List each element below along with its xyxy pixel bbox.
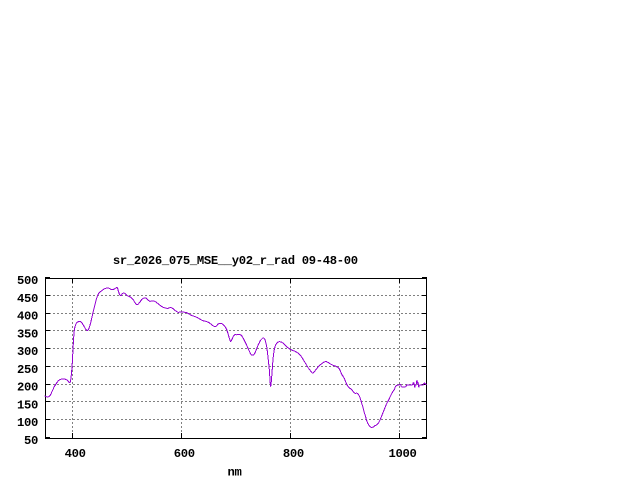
svg-text:150: 150: [17, 398, 38, 412]
svg-text:100: 100: [17, 416, 38, 430]
svg-text:sr_2026_075_MSE__y02_r_rad 09-: sr_2026_075_MSE__y02_r_rad 09-48-00: [113, 254, 358, 268]
svg-text:350: 350: [17, 327, 38, 341]
svg-text:nm: nm: [228, 466, 242, 480]
svg-text:450: 450: [17, 292, 38, 306]
svg-text:600: 600: [174, 447, 195, 461]
svg-text:400: 400: [17, 310, 38, 324]
svg-text:50: 50: [24, 434, 38, 448]
svg-text:1000: 1000: [389, 447, 417, 461]
svg-text:500: 500: [17, 274, 38, 288]
svg-text:800: 800: [283, 447, 304, 461]
svg-text:300: 300: [17, 345, 38, 359]
svg-text:250: 250: [17, 363, 38, 377]
svg-text:400: 400: [65, 447, 86, 461]
svg-text:200: 200: [17, 381, 38, 395]
